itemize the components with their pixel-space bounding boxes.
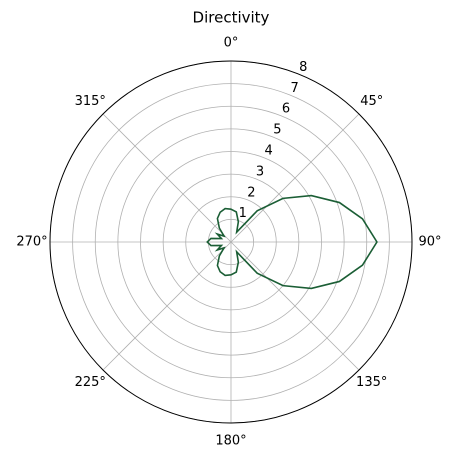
directivity-line bbox=[206, 194, 378, 290]
grid-spoke bbox=[102, 113, 232, 243]
theta-tick-label: 180° bbox=[215, 434, 246, 449]
r-tick-label: 6 bbox=[282, 102, 290, 117]
r-tick-label: 4 bbox=[265, 143, 273, 158]
theta-tick-label: 135° bbox=[356, 375, 387, 390]
theta-tick-label: 315° bbox=[75, 94, 106, 109]
grid-spoke bbox=[230, 241, 360, 371]
theta-tick-label: 270° bbox=[16, 235, 47, 250]
theta-tick-label: 45° bbox=[360, 94, 383, 109]
r-tick-label: 7 bbox=[291, 81, 299, 96]
chart-title: Directivity bbox=[193, 9, 270, 27]
theta-tick-label: 90° bbox=[418, 235, 441, 250]
grid-spoke bbox=[230, 113, 360, 243]
theta-tick-label: 225° bbox=[75, 375, 106, 390]
r-tick-label: 2 bbox=[247, 185, 255, 200]
r-tick-label: 5 bbox=[273, 123, 281, 138]
r-tick-label: 8 bbox=[299, 60, 307, 75]
theta-tick-label: 0° bbox=[224, 36, 239, 51]
r-tick-label: 3 bbox=[256, 164, 264, 179]
polar-frame bbox=[49, 60, 413, 424]
grid-spoke bbox=[102, 241, 232, 371]
r-tick-label: 1 bbox=[239, 206, 247, 221]
